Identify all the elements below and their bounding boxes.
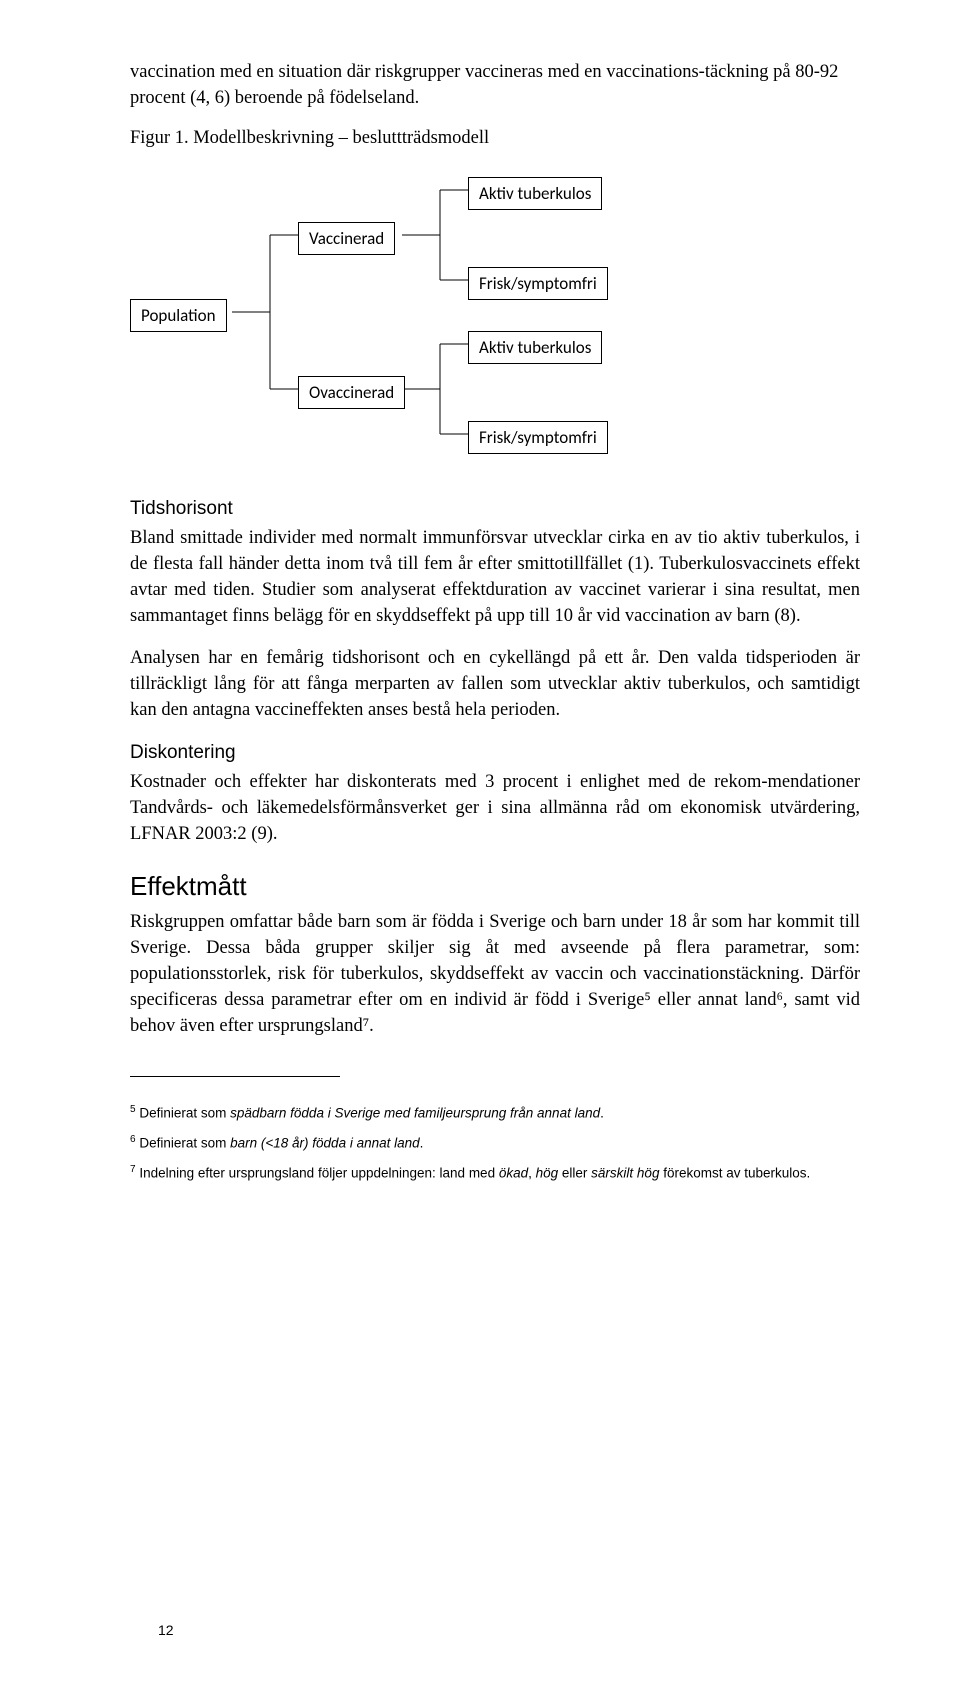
footnote-7-number: 7: [130, 1164, 136, 1175]
footnote-5-italic: spädbarn födda i Sverige med familjeursp…: [230, 1105, 600, 1120]
footnote-7-italic3: särskilt hög: [591, 1166, 659, 1181]
footnote-6-prefix: Definierat som: [139, 1136, 230, 1151]
footnote-6-italic: barn (<18 år) födda i annat land: [230, 1136, 420, 1151]
decision-tree-diagram: Population Vaccinerad Ovaccinerad Aktiv …: [130, 162, 860, 472]
diskontering-p1: Kostnader och effekter har diskonterats …: [130, 770, 860, 848]
tidshorisont-p1: Bland smittade individer med normalt imm…: [130, 526, 860, 630]
heading-tidshorisont: Tidshorisont: [130, 496, 860, 523]
footnote-7-italic1: ökad: [499, 1166, 528, 1181]
footnote-separator: [130, 1076, 340, 1077]
node-healthy-1: Frisk/symptomfri: [468, 267, 608, 301]
footnote-5: 5 Definierat som spädbarn födda i Sverig…: [130, 1103, 860, 1123]
node-healthy-2: Frisk/symptomfri: [468, 421, 608, 455]
footnote-5-suffix: .: [600, 1105, 604, 1120]
node-active-tb-1: Aktiv tuberkulos: [468, 177, 602, 211]
tidshorisont-p2: Analysen har en femårig tidshorisont och…: [130, 646, 860, 724]
node-population: Population: [130, 299, 227, 333]
node-unvaccinated: Ovaccinerad: [298, 376, 405, 410]
heading-effektmatt: Effektmått: [130, 868, 860, 904]
footnote-7-mid1: ,: [528, 1166, 536, 1181]
node-active-tb-2: Aktiv tuberkulos: [468, 331, 602, 365]
page-number: 12: [158, 1621, 174, 1641]
footnote-6: 6 Definierat som barn (<18 år) födda i a…: [130, 1133, 860, 1153]
footnote-7-suffix: förekomst av tuberkulos.: [659, 1166, 810, 1181]
intro-paragraph: vaccination med en situation där riskgru…: [130, 60, 860, 112]
footnote-7-prefix: Indelning efter ursprungsland följer upp…: [139, 1166, 499, 1181]
effektmatt-p1: Riskgruppen omfattar både barn som är fö…: [130, 910, 860, 1039]
footnote-5-number: 5: [130, 1104, 136, 1115]
heading-diskontering: Diskontering: [130, 740, 860, 767]
footnote-6-suffix: .: [420, 1136, 424, 1151]
footnote-5-prefix: Definierat som: [139, 1105, 230, 1120]
footnote-7-italic2: hög: [536, 1166, 559, 1181]
node-vaccinated: Vaccinerad: [298, 222, 395, 256]
footnote-6-number: 6: [130, 1134, 136, 1145]
figure-caption: Figur 1. Modellbeskrivning – besluttträd…: [130, 126, 860, 152]
footnote-7-mid2: eller: [558, 1166, 591, 1181]
footnote-7: 7 Indelning efter ursprungsland följer u…: [130, 1163, 860, 1183]
